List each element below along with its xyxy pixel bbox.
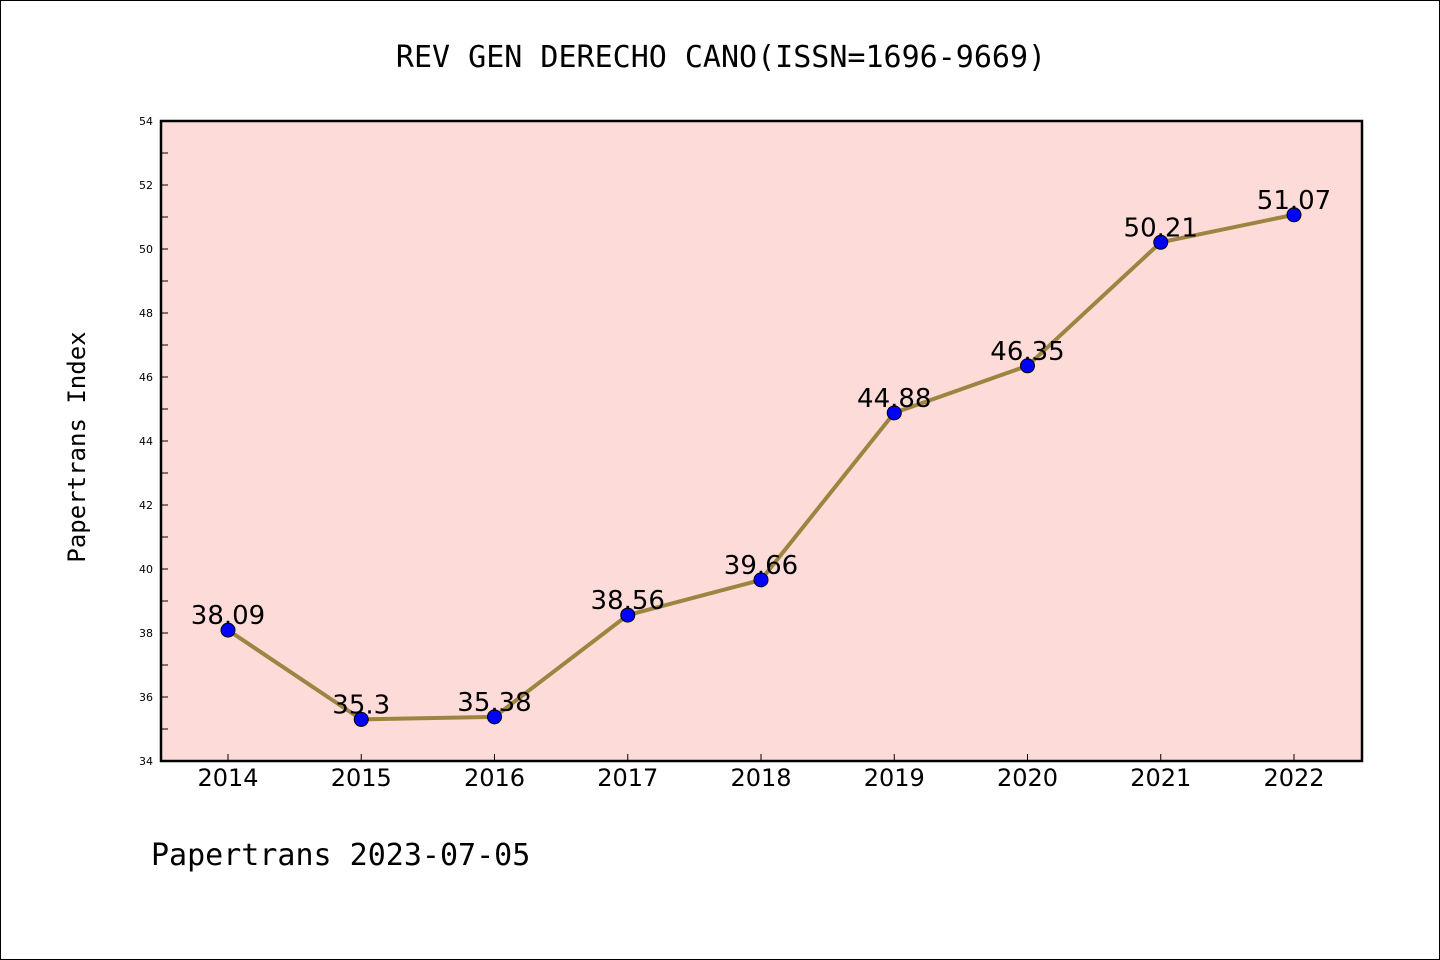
x-axis: 2014 2015 2016 2017 2018 2019 2020 2021 2022 (197, 754, 1325, 792)
y-tick-label: 50 (139, 243, 153, 256)
plot-area (159, 119, 1364, 763)
x-tick-label: 2018 (730, 764, 791, 792)
x-tick-label: 2021 (1130, 764, 1191, 792)
y-tick-label: 40 (139, 563, 153, 576)
data-point (886, 405, 902, 421)
data-point (620, 607, 636, 623)
y-tick-label: 54 (139, 115, 153, 128)
data-point (1020, 358, 1035, 374)
data-point (753, 572, 769, 588)
data-points (220, 207, 1302, 727)
y-tick-label: 48 (139, 307, 153, 320)
chart-title: REV GEN DERECHO CANO(ISSN=1696-9669) (396, 40, 1046, 75)
x-tick-label: 2019 (864, 764, 925, 792)
x-tick-label: 2015 (331, 764, 392, 792)
data-label: 38.56 (591, 586, 665, 616)
data-label: 46.35 (990, 337, 1064, 367)
footer-credit: Papertrans 2023-07-05 (151, 838, 530, 873)
data-label: 39.66 (724, 551, 798, 581)
x-tick-label: 2016 (464, 764, 525, 792)
y-tick-label: 36 (139, 691, 153, 704)
y-tick-label: 46 (139, 371, 153, 384)
x-tick-label: 2014 (197, 764, 258, 792)
data-label: 35.3 (332, 690, 390, 720)
x-tick-label: 2020 (997, 764, 1058, 792)
y-tick-label: 42 (139, 499, 153, 512)
x-tick-label: 2022 (1263, 764, 1324, 792)
data-point (487, 709, 502, 725)
data-point (353, 711, 369, 727)
data-point (1286, 207, 1302, 223)
y-tick-label: 44 (139, 435, 153, 448)
y-axis: 34 36 38 40 42 44 46 48 50 52 54 (139, 115, 168, 768)
data-label: 44.88 (857, 384, 931, 414)
x-tick-label: 2017 (597, 764, 658, 792)
y-tick-label: 38 (139, 627, 153, 640)
data-labels: 38.09 35.3 35.38 38.56 39.66 44.88 46.35 50.21 5… (191, 186, 1331, 721)
data-label: 38.09 (191, 601, 265, 631)
y-tick-label: 34 (139, 755, 153, 768)
data-point (220, 622, 236, 638)
y-axis-label: Papertrans Index (63, 331, 91, 562)
data-label: 51.07 (1257, 186, 1331, 216)
data-label: 35.38 (457, 688, 531, 718)
y-tick-label: 52 (139, 179, 153, 192)
data-label: 50.21 (1124, 213, 1198, 243)
data-point (1153, 234, 1169, 250)
